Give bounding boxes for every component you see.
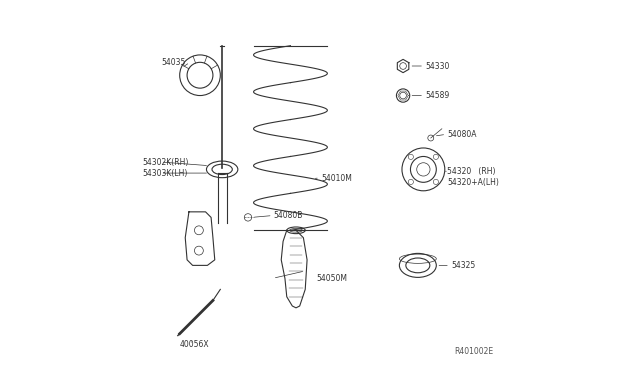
Text: 54010M: 54010M <box>322 174 353 183</box>
Text: 54320+A(LH): 54320+A(LH) <box>447 178 499 187</box>
Text: 54035: 54035 <box>161 58 186 67</box>
Text: 54080B: 54080B <box>274 211 303 220</box>
Text: 54050M: 54050M <box>316 274 348 283</box>
Text: 54080A: 54080A <box>447 130 477 139</box>
Text: R401002E: R401002E <box>454 347 493 356</box>
Text: 54302K(RH): 54302K(RH) <box>143 157 189 167</box>
Text: 54589: 54589 <box>425 91 449 100</box>
Text: 40056X: 40056X <box>180 340 209 349</box>
Text: 54330: 54330 <box>425 61 450 71</box>
Text: 54325: 54325 <box>451 261 476 270</box>
Text: 54303K(LH): 54303K(LH) <box>143 169 188 177</box>
Text: 54320   (RH): 54320 (RH) <box>447 167 496 176</box>
